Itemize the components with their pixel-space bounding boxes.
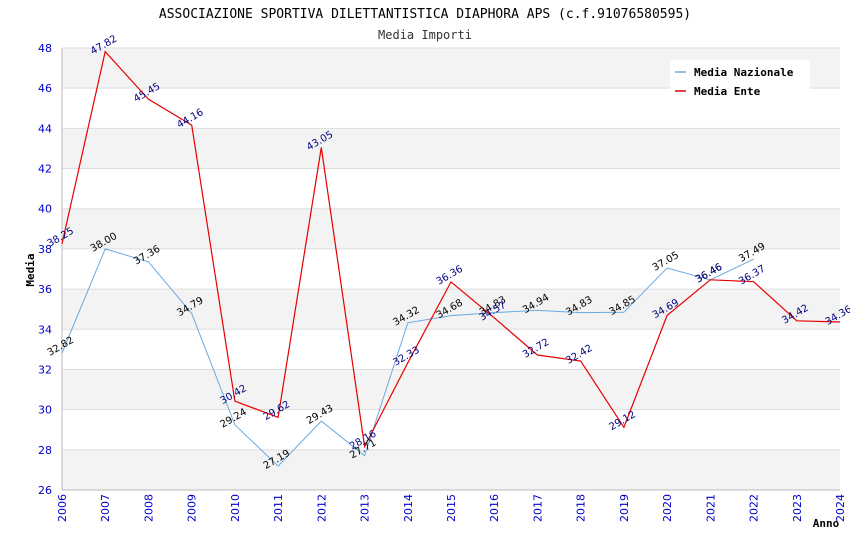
y-tick-label: 28	[38, 444, 52, 457]
y-tick-label: 32	[38, 363, 52, 376]
x-tick-label: 2023	[791, 494, 804, 522]
x-axis-title: Anno	[813, 517, 840, 530]
x-tick-label: 2018	[575, 494, 588, 522]
y-tick-label: 38	[38, 243, 52, 256]
x-tick-label: 2022	[748, 494, 761, 522]
y-tick-label: 48	[38, 42, 52, 55]
y-tick-label: 36	[38, 283, 52, 296]
plot-bands	[62, 48, 840, 490]
x-tick-label: 2007	[99, 494, 112, 522]
legend-entry: Media Ente	[694, 85, 761, 98]
y-axis-ticks: 26 28 30 32 34 36 38 40 42 44 46 48	[38, 42, 52, 497]
x-tick-label: 2009	[186, 494, 199, 522]
x-tick-label: 2011	[272, 494, 285, 522]
x-tick-label: 2015	[445, 494, 458, 522]
x-tick-label: 2024	[834, 494, 847, 522]
x-tick-label: 2017	[531, 494, 544, 522]
plot-band	[62, 168, 840, 209]
y-tick-label: 30	[38, 404, 52, 417]
plot-band	[62, 329, 840, 370]
x-tick-label: 2020	[661, 494, 674, 522]
x-tick-label: 2013	[359, 494, 372, 522]
legend: Media Nazionale Media Ente	[670, 60, 810, 102]
y-tick-label: 40	[38, 203, 52, 216]
x-tick-label: 2008	[142, 494, 155, 522]
x-axis-ticks: 2006 2007 2008 2009 2010 2011 2012 2013 2014 2015…	[56, 494, 847, 522]
chart-subtitle: Media Importi	[378, 28, 472, 42]
series-lines	[61, 50, 841, 467]
x-tick-label: 2019	[618, 494, 631, 522]
plot-band	[62, 449, 840, 490]
plot-band	[62, 409, 840, 450]
x-tick-label: 2016	[488, 494, 501, 522]
y-tick-label: 42	[38, 163, 52, 176]
plot-band	[62, 289, 840, 330]
x-tick-label: 2012	[315, 494, 328, 522]
plot-band	[62, 208, 840, 249]
y-axis-title: Media	[24, 253, 37, 286]
y-tick-label: 26	[38, 484, 52, 497]
y-tick-label: 34	[38, 323, 52, 336]
plot-band	[62, 128, 840, 169]
legend-entry: Media Nazionale	[694, 66, 794, 79]
x-tick-label: 2006	[56, 494, 69, 522]
grid-lines	[61, 47, 840, 491]
chart-title: ASSOCIAZIONE SPORTIVA DILETTANTISTICA DI…	[159, 7, 691, 22]
y-tick-label: 46	[38, 82, 52, 95]
x-tick-label: 2021	[704, 494, 717, 522]
legend-box	[670, 60, 810, 102]
series-line-media-ente	[61, 50, 841, 449]
x-tick-label: 2010	[229, 494, 242, 522]
plot-band	[62, 369, 840, 410]
series-line-media-nazionale	[61, 248, 754, 467]
y-tick-label: 44	[38, 122, 52, 135]
x-tick-label: 2014	[402, 494, 415, 522]
